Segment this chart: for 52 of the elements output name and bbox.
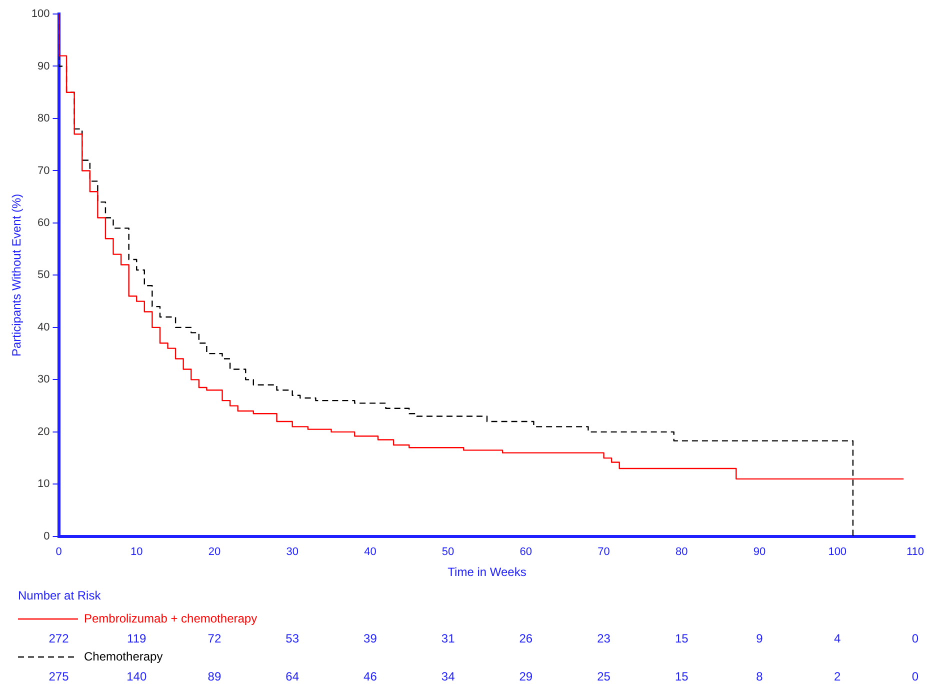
text: 26 (519, 631, 533, 646)
text: 31 (441, 631, 456, 646)
text: 140 (126, 669, 147, 684)
text: 272 (48, 631, 70, 646)
text: 64 (286, 669, 300, 684)
x-tick-label: 110 (906, 546, 924, 558)
y-tick-label: 90 (38, 60, 50, 72)
text: Number at Risk (18, 588, 102, 602)
text: 29 (519, 669, 533, 684)
text: 15 (674, 669, 689, 684)
x-tick-label: 80 (676, 546, 688, 558)
text: 0 (912, 669, 919, 684)
x-tick-label: 90 (753, 546, 766, 558)
text: 2 (834, 669, 842, 684)
x-tick-label: 60 (520, 546, 532, 558)
text: 23 (597, 631, 611, 646)
text: 275 (48, 669, 70, 684)
text: 8 (756, 669, 764, 684)
x-tick-label: 40 (364, 546, 376, 558)
text: 89 (208, 669, 222, 684)
y-tick-label: 80 (38, 112, 50, 125)
y-tick-label: 70 (38, 164, 50, 177)
legend-label: Pembrolizumab + chemotherapy (84, 611, 258, 626)
text: 72 (208, 631, 222, 646)
text: 15 (674, 631, 689, 646)
text: 53 (286, 631, 300, 646)
x-tick-label: 0 (56, 546, 62, 558)
x-tick-label: 30 (286, 546, 298, 558)
x-tick-label: 70 (598, 546, 610, 558)
y-tick-label: 20 (38, 426, 50, 438)
text: 39 (364, 631, 378, 646)
text: 4 (834, 631, 842, 646)
text: 0 (912, 631, 919, 646)
text: 46 (364, 669, 378, 684)
y-tick-label: 0 (44, 530, 50, 542)
text: 9 (756, 631, 764, 646)
legend-label: Chemotherapy (84, 649, 163, 664)
y-tick-label: 30 (38, 374, 50, 386)
text: 34 (441, 669, 456, 684)
x-tick-label: 100 (828, 546, 847, 558)
x-axis-title: Time in Weeks (448, 565, 526, 580)
y-tick-label: 60 (38, 216, 50, 229)
text: 119 (127, 631, 146, 646)
x-tick-label: 20 (208, 546, 221, 558)
y-tick-label: 10 (38, 478, 50, 490)
text: 25 (597, 669, 611, 684)
y-tick-label: 40 (38, 321, 50, 334)
y-tick-label: 50 (38, 269, 50, 282)
x-tick-label: 50 (442, 546, 454, 558)
y-axis-title: Participants Without Event (%) (10, 194, 24, 357)
x-tick-label: 10 (130, 546, 143, 558)
y-tick-label: 100 (31, 8, 50, 20)
